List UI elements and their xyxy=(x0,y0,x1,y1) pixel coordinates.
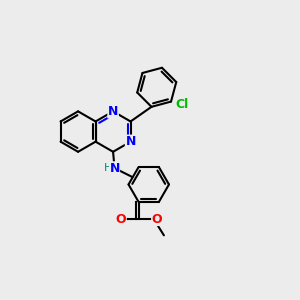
Text: N: N xyxy=(125,135,136,148)
Text: Cl: Cl xyxy=(176,98,189,111)
Text: O: O xyxy=(152,213,162,226)
Text: O: O xyxy=(116,213,126,226)
Text: N: N xyxy=(110,162,120,175)
Text: H: H xyxy=(104,163,112,173)
Text: N: N xyxy=(108,105,118,118)
